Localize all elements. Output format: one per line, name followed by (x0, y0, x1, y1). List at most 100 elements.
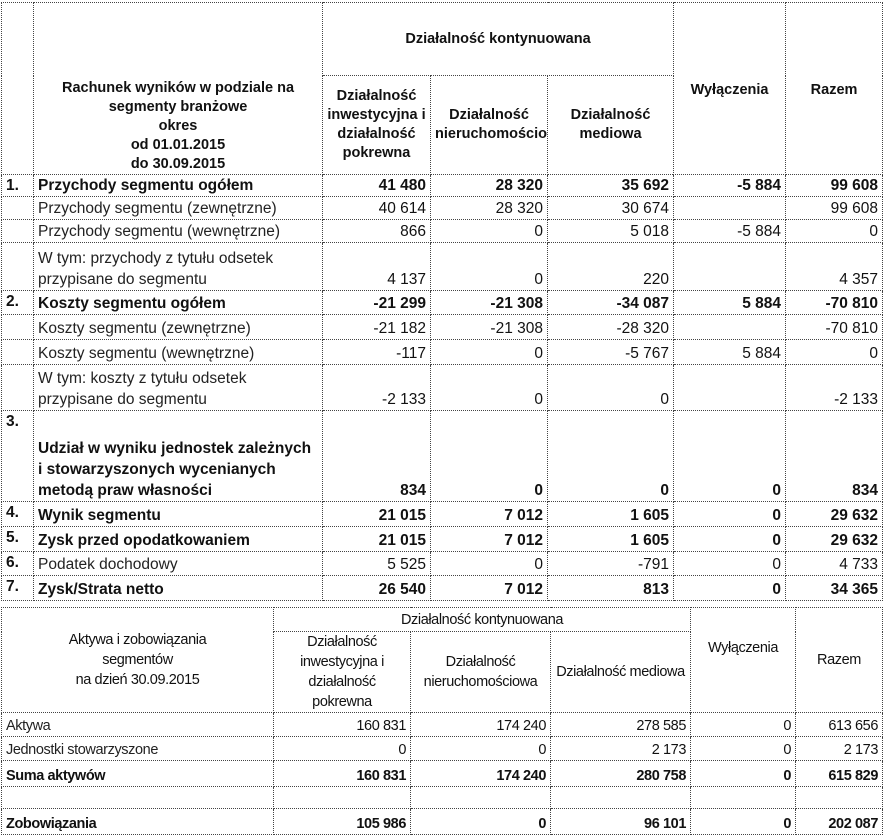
value-cell: 5 525 (322, 551, 431, 576)
value-cell: 7 012 (430, 501, 548, 527)
value-cell: 0 (430, 551, 548, 576)
value-cell (673, 242, 787, 291)
value-cell: 0 (673, 575, 787, 601)
row-label: Udział w wyniku jednostek zależnych i st… (33, 410, 323, 502)
row-number (1, 364, 34, 411)
income-table-title: Rachunek wyników w podziale na segmenty … (33, 2, 323, 175)
value-cell: -5 884 (673, 174, 787, 197)
value-cell: 105 986 (273, 808, 411, 835)
row-number (1, 339, 34, 365)
row-label: Zobowiązania (1, 808, 274, 835)
column-header-eliminations: Wyłączenia (690, 607, 796, 713)
table-row: Przychody segmentu (zewnętrzne) 40 614 28 … (1, 196, 884, 220)
column-header-media: Działalność mediowa (546, 75, 675, 175)
value-cell: 34 365 (785, 575, 884, 601)
value-cell: 40 614 (322, 196, 431, 220)
value-cell: 5 018 (546, 219, 675, 243)
value-cell (273, 786, 411, 809)
row-number: 4. (1, 501, 34, 527)
group-header: Działalność kontynuowana (273, 607, 691, 632)
row-label: Suma aktywów (1, 760, 274, 787)
title-line: od 01.01.2015 (130, 137, 226, 153)
row-number: 3. (1, 410, 34, 502)
value-cell: 0 (785, 339, 884, 365)
row-label: Przychody segmentu (zewnętrzne) (33, 196, 323, 220)
value-cell: 30 674 (546, 196, 675, 220)
value-cell: -70 810 (785, 290, 884, 315)
value-cell: 5 884 (673, 290, 787, 315)
title-line: Aktywa i zobowiązania (68, 632, 207, 648)
value-cell (795, 786, 883, 809)
value-cell: 866 (322, 219, 431, 243)
table-row: 5. Zysk przed opodatkowaniem 21 015 7 012 1 … (1, 526, 884, 552)
value-cell: 0 (430, 219, 548, 243)
table-row (1, 786, 883, 809)
column-header-investment: Działalność inwestycyjna i działalność p… (273, 631, 411, 713)
value-cell: 1 605 (546, 526, 675, 552)
value-cell: 41 480 (322, 174, 431, 197)
value-cell: 21 015 (322, 526, 431, 552)
table-row: Koszty segmentu (zewnętrzne) -21 182 -21 3… (1, 314, 884, 340)
title-line: segmentów (102, 652, 173, 668)
table-row: 3. Udział w wyniku jednostek zależnych i … (1, 410, 884, 502)
value-cell: 220 (546, 242, 675, 291)
value-cell: 0 (430, 364, 548, 411)
group-header: Działalność kontynuowana (321, 2, 675, 76)
value-cell: -21 182 (322, 314, 431, 340)
value-cell: 28 320 (430, 196, 548, 220)
assets-table-title: Aktywa i zobowiązania segmentów na dzień… (1, 607, 274, 713)
value-cell: 0 (410, 808, 551, 835)
value-cell: 0 (673, 526, 787, 552)
value-cell: 0 (690, 736, 796, 761)
value-cell: 4 733 (785, 551, 884, 576)
row-label: W tym: koszty z tytułu odsetek przypisan… (33, 364, 323, 411)
column-header-total: Razem (795, 607, 883, 713)
value-cell (410, 786, 551, 809)
value-cell: -28 320 (546, 314, 675, 340)
value-cell: 29 632 (785, 526, 884, 552)
value-cell: 0 (410, 736, 551, 761)
number-header (1, 2, 34, 175)
assets-liabilities-table: Aktywa i zobowiązania segmentów na dzień… (1, 607, 883, 835)
value-cell: 0 (546, 364, 675, 411)
value-cell: 29 632 (785, 501, 884, 527)
value-cell: 280 758 (550, 760, 691, 787)
value-cell: -117 (322, 339, 431, 365)
value-cell: 5 884 (673, 339, 787, 365)
value-cell: 2 173 (550, 736, 691, 761)
value-cell: 174 240 (410, 760, 551, 787)
table-row: Zobowiązania 105 986 0 96 101 0 202 087 (1, 808, 883, 835)
column-header-total: Razem (785, 2, 884, 175)
value-cell: -5 884 (673, 219, 787, 243)
value-cell (673, 314, 787, 340)
value-cell: 160 831 (273, 760, 411, 787)
table-row: Jednostki stowarzyszone 0 0 2 173 0 2 173 (1, 736, 883, 761)
row-number (1, 242, 34, 291)
value-cell (550, 786, 691, 809)
value-cell: 0 (673, 551, 787, 576)
row-label (1, 786, 274, 809)
value-cell: 0 (546, 410, 675, 502)
value-cell: 0 (690, 760, 796, 787)
title-line: okres (158, 118, 198, 134)
value-cell: 834 (785, 410, 884, 502)
value-cell: 0 (673, 501, 787, 527)
row-label: Koszty segmentu (zewnętrzne) (33, 314, 323, 340)
row-number (1, 219, 34, 243)
value-cell: 21 015 (322, 501, 431, 527)
value-cell: 35 692 (546, 174, 675, 197)
value-cell: 834 (322, 410, 431, 502)
title-line: na dzień 30.09.2015 (75, 672, 200, 688)
row-label: Wynik segmentu (33, 501, 323, 527)
value-cell: 0 (273, 736, 411, 761)
row-number: 1. (1, 174, 34, 197)
value-cell: -5 767 (546, 339, 675, 365)
value-cell: 7 012 (430, 575, 548, 601)
value-cell: -70 810 (785, 314, 884, 340)
title-line: Rachunek wyników w podziale na (61, 80, 295, 96)
value-cell (673, 196, 787, 220)
value-cell: 278 585 (550, 712, 691, 737)
value-cell: 0 (430, 242, 548, 291)
value-cell: 4 357 (785, 242, 884, 291)
row-number (1, 314, 34, 340)
